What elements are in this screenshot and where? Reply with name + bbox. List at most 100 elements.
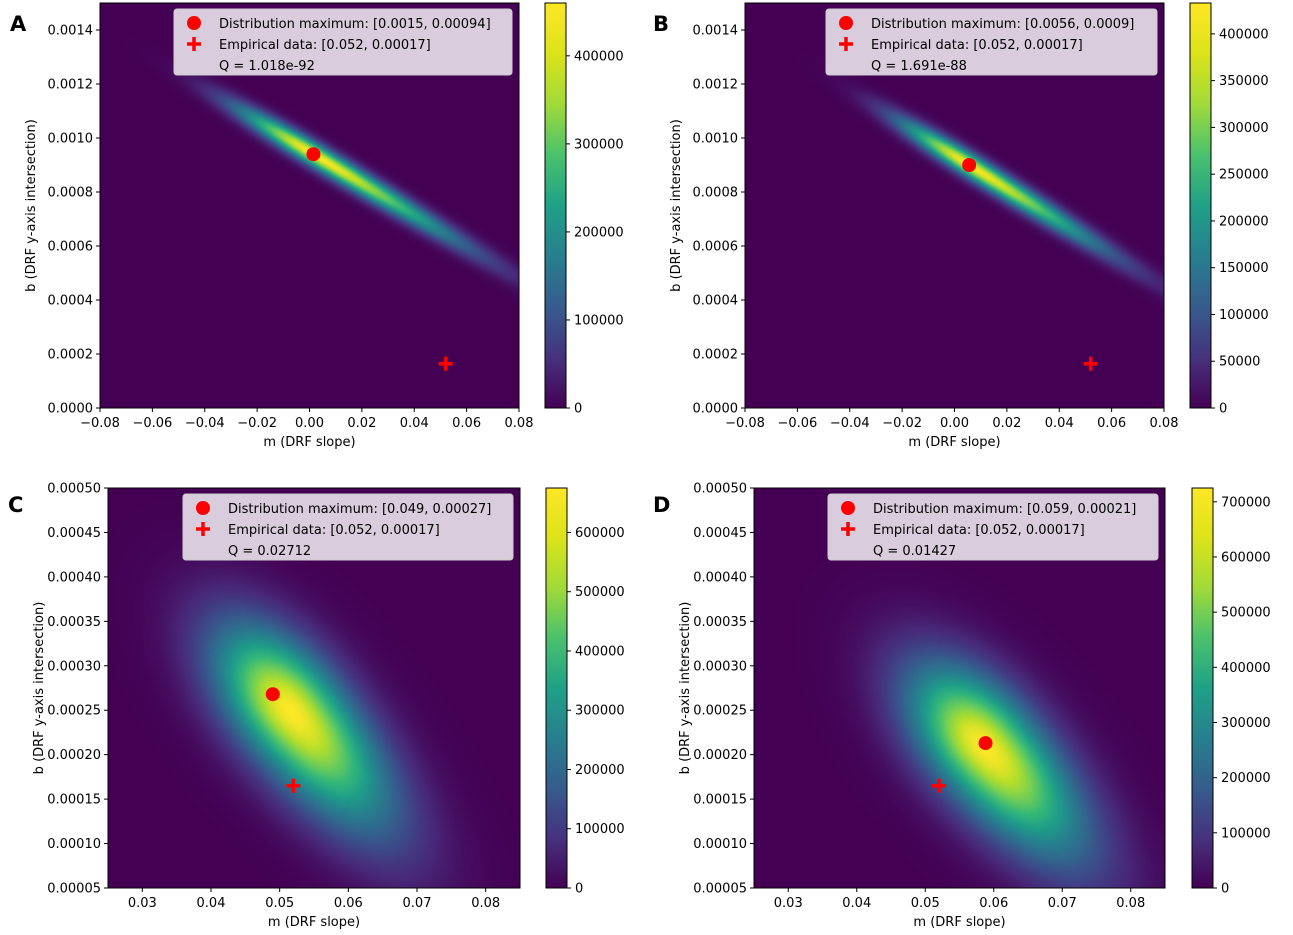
- legend-empirical-label: Empirical data: [0.052, 0.00017]: [219, 38, 431, 53]
- y-tick-label: 0.0010: [48, 132, 94, 147]
- colorbar: 0 50000 100000 150000 200000 250000 300000 3500…: [1189, 2, 1269, 417]
- colorbar-tick-label: 300000: [574, 137, 624, 152]
- y-tick-label: 0.00025: [693, 704, 747, 719]
- x-axis-label: m (DRF slope): [913, 915, 1005, 930]
- colorbar-tick-label: 500000: [1221, 606, 1271, 621]
- colorbar-tick-label: 400000: [1219, 27, 1269, 42]
- x-tick-label: 0.04: [400, 416, 429, 431]
- colorbar-tick-label: 600000: [575, 526, 625, 541]
- colorbar-tick-label: 300000: [575, 704, 625, 719]
- legend-empirical-swatch: [841, 522, 855, 536]
- x-tick-label: 0.06: [979, 896, 1008, 911]
- y-tick-label: 0.00045: [693, 526, 747, 541]
- colorbar: 0 100000 200000 300000 400000 500000 600000: [545, 487, 625, 897]
- y-tick-label: 0.00005: [47, 882, 101, 897]
- legend: Distribution maximum: [0.059, 0.00021] Em…: [827, 493, 1159, 561]
- colorbar-tick-label: 100000: [575, 822, 625, 837]
- empirical-data-marker: [438, 356, 453, 371]
- y-tick-label: 0.00035: [47, 615, 101, 630]
- colorbar-tick-label: 200000: [1219, 214, 1269, 229]
- legend-maximum-swatch: [187, 16, 201, 30]
- y-tick-label: 0.0010: [693, 132, 739, 147]
- x-tick-label: 0.04: [1045, 416, 1074, 431]
- x-tick-label: −0.06: [132, 416, 172, 431]
- x-tick-label: 0.06: [452, 416, 481, 431]
- colorbar-tick-label: 350000: [1219, 74, 1269, 89]
- legend: Distribution maximum: [0.049, 0.00027] Em…: [182, 493, 514, 561]
- y-tick-label: 0.0012: [48, 78, 94, 93]
- distribution-maximum-marker: [962, 158, 977, 172]
- colorbar-tick-label: 500000: [575, 585, 625, 600]
- colorbar-tick-label: 150000: [1219, 261, 1269, 276]
- legend: Distribution maximum: [0.0015, 0.00094] E…: [173, 8, 513, 76]
- y-tick-label: 0.0000: [693, 402, 739, 417]
- chart-panel-b: −0.08 −0.06 −0.04 −0.02 0.00 0.02 0.04 0.06 0.08…: [653, 2, 1269, 450]
- x-tick-label: 0.02: [347, 416, 376, 431]
- y-tick-label: 0.00010: [47, 837, 101, 852]
- axes-frame: [107, 487, 521, 889]
- x-tick-label: 0.00: [940, 416, 969, 431]
- x-axis-label: m (DRF slope): [263, 435, 355, 450]
- legend-maximum-label: Distribution maximum: [0.0015, 0.00094]: [219, 17, 491, 32]
- y-tick-label: 0.0006: [48, 240, 94, 255]
- chart-panel-a: −0.08 −0.06 −0.04 −0.02 0.00 0.02 0.04 0.06 0.08…: [10, 2, 624, 450]
- legend-q-label: Q = 1.691e-88: [871, 59, 967, 74]
- x-tick-label: −0.06: [777, 416, 817, 431]
- colorbar-tick-label: 700000: [1221, 495, 1271, 510]
- x-tick-label: 0.07: [403, 896, 432, 911]
- colorbar-gradient: [545, 487, 568, 889]
- colorbar-tick-label: 50000: [1219, 355, 1260, 370]
- y-tick-label: 0.0006: [693, 240, 739, 255]
- y-tick-label: 0.0008: [48, 186, 94, 201]
- colorbar-tick-label: 0: [1219, 402, 1227, 417]
- empirical-data-marker: [931, 778, 946, 793]
- y-axis-label: b (DRF y-axis intersection): [669, 119, 684, 292]
- panel-letter: C: [8, 493, 23, 517]
- y-tick-label: 0.0004: [693, 294, 739, 309]
- y-tick-label: 0.00030: [693, 659, 747, 674]
- colorbar-gradient: [544, 2, 567, 409]
- legend-empirical-swatch: [839, 37, 853, 51]
- colorbar-tick-label: 100000: [1221, 826, 1271, 841]
- y-axis-label: b (DRF y-axis intersection): [32, 602, 47, 775]
- legend-maximum-label: Distribution maximum: [0.049, 0.00027]: [228, 502, 491, 517]
- legend-maximum-label: Distribution maximum: [0.059, 0.00021]: [873, 502, 1136, 517]
- colorbar-tick-label: 0: [1221, 882, 1229, 897]
- colorbar-tick-label: 100000: [1219, 308, 1269, 323]
- legend-q-label: Q = 1.018e-92: [219, 59, 315, 74]
- colorbar-tick-label: 200000: [1221, 771, 1271, 786]
- x-axis-label: m (DRF slope): [268, 915, 360, 930]
- colorbar-tick-label: 200000: [575, 763, 625, 778]
- legend-box: [182, 493, 514, 561]
- chart-panel-c: 0.03 0.04 0.05 0.06 0.07 0.08 0.00005 0.00010 0.…: [8, 482, 625, 931]
- x-tick-label: 0.06: [334, 896, 363, 911]
- x-tick-label: 0.05: [911, 896, 940, 911]
- colorbar: 0 100000 200000 300000 400000: [544, 2, 624, 417]
- y-tick-label: 0.00050: [47, 482, 101, 497]
- x-tick-label: −0.04: [830, 416, 870, 431]
- legend-maximum-swatch: [839, 16, 853, 30]
- y-tick-label: 0.0004: [48, 294, 94, 309]
- colorbar-gradient: [1191, 487, 1214, 889]
- y-tick-label: 0.00020: [47, 748, 101, 763]
- x-tick-label: 0.05: [265, 896, 294, 911]
- x-tick-label: 0.06: [1097, 416, 1126, 431]
- y-tick-label: 0.00040: [693, 570, 747, 585]
- y-tick-label: 0.00030: [47, 659, 101, 674]
- legend-maximum-label: Distribution maximum: [0.0056, 0.0009]: [871, 17, 1134, 32]
- colorbar-tick-label: 200000: [574, 225, 624, 240]
- legend-q-label: Q = 0.01427: [873, 544, 956, 559]
- distribution-maximum-marker: [265, 687, 280, 702]
- colorbar: 0 100000 200000 300000 400000 500000 600000 700…: [1191, 487, 1271, 897]
- legend-q-label: Q = 0.02712: [228, 544, 311, 559]
- y-tick-label: 0.00045: [47, 526, 101, 541]
- x-tick-label: 0.08: [471, 896, 500, 911]
- legend-box: [825, 8, 1158, 76]
- y-tick-label: 0.0014: [48, 24, 94, 39]
- x-tick-label: 0.00: [295, 416, 324, 431]
- colorbar-tick-label: 400000: [575, 644, 625, 659]
- legend-maximum-swatch: [196, 501, 210, 515]
- y-tick-label: 0.0012: [693, 78, 739, 93]
- y-tick-label: 0.0014: [693, 24, 739, 39]
- legend-maximum-swatch: [841, 501, 855, 515]
